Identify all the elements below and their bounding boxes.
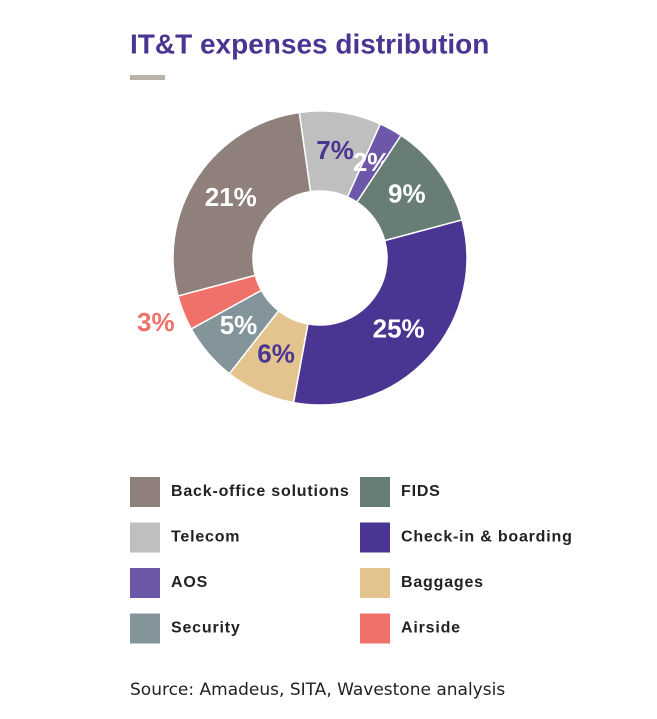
donut-slice <box>172 111 312 297</box>
legend-swatch <box>130 477 160 507</box>
source-note: Source: Amadeus, SITA, Wavestone analysi… <box>130 680 505 700</box>
legend-label: Baggages <box>401 574 484 591</box>
legend-label: Check-in & boarding <box>401 529 573 546</box>
data-label: 21% <box>205 182 257 212</box>
legend-swatch <box>360 477 390 507</box>
data-label: 3% <box>137 307 175 337</box>
data-label: 5% <box>220 310 258 340</box>
legend-swatch <box>130 568 160 598</box>
legend-label: AOS <box>171 574 208 591</box>
legend-label: Back-office solutions <box>171 483 350 500</box>
donut-slice <box>177 274 263 330</box>
data-label: 25% <box>373 313 425 343</box>
legend-label: Security <box>171 620 241 637</box>
data-label: 7% <box>316 135 354 165</box>
data-label: 6% <box>257 338 295 368</box>
legend-swatch <box>360 613 390 644</box>
legend-swatch <box>360 568 390 598</box>
legend-swatch <box>130 613 160 644</box>
chart-title: IT&T expenses distribution <box>130 28 489 59</box>
legend-label: Airside <box>401 620 461 637</box>
legend-label: Telecom <box>171 529 240 546</box>
legend-label: FIDS <box>401 483 441 500</box>
data-label: 9% <box>388 178 426 208</box>
donut-slice <box>292 219 468 406</box>
legend-swatch <box>360 522 390 553</box>
title-underline <box>130 75 165 80</box>
legend-swatch <box>130 522 160 553</box>
